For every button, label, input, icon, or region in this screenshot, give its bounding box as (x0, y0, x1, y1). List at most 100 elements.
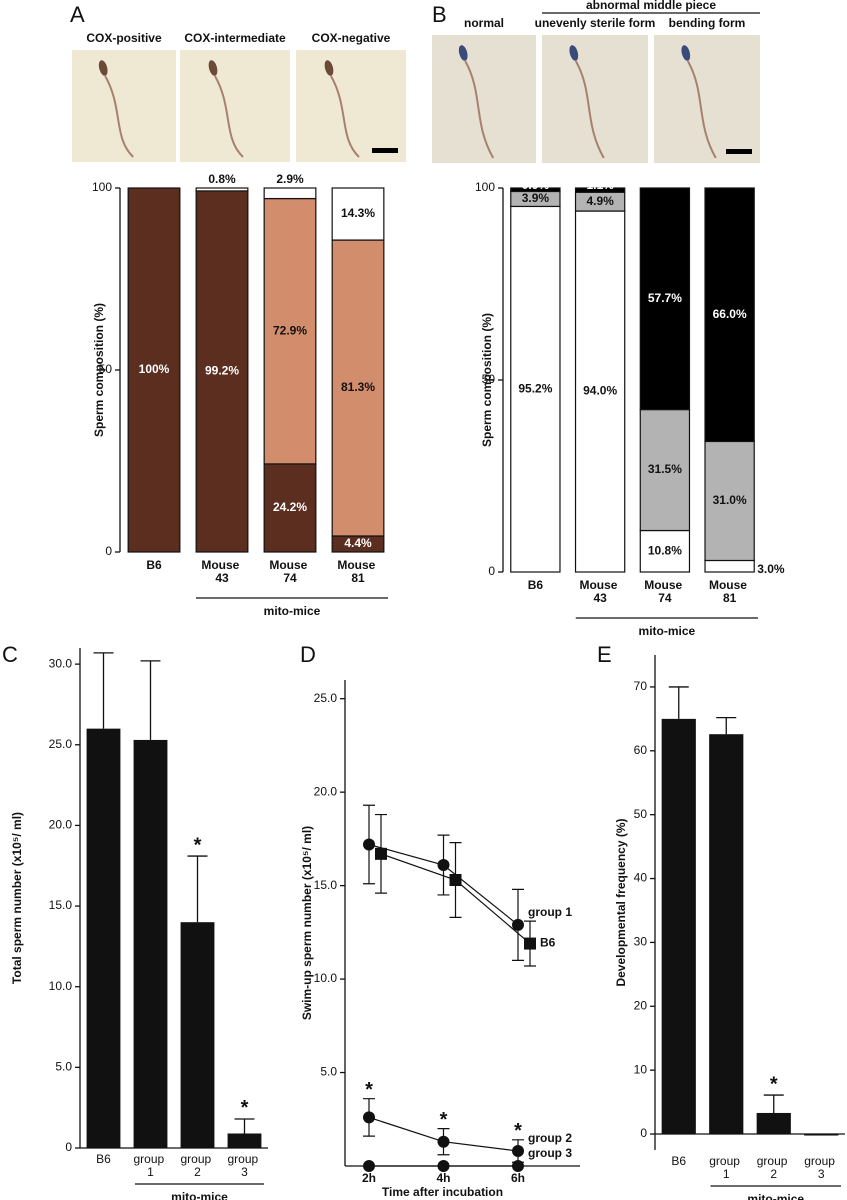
y-tick-label: 0 (640, 1126, 647, 1140)
value-label: 72.9% (273, 323, 307, 337)
y-tick-label: 20.0 (314, 784, 338, 798)
error-bar (234, 1118, 255, 1134)
sperm-tail (330, 75, 360, 158)
value-label: 4.4% (344, 536, 372, 550)
error-bar (716, 716, 737, 735)
bar-segment (195, 187, 249, 192)
y-tick-label: 10.0 (314, 971, 338, 985)
sperm-head (208, 60, 218, 76)
marker (363, 1160, 375, 1172)
y-axis-label: Sperm composition (%) (480, 313, 494, 447)
x-tick-label: group 1 (133, 1152, 167, 1179)
panel-label: D (300, 642, 316, 667)
bar (227, 1133, 262, 1148)
bar (804, 1134, 839, 1136)
x-tick-label: Mouse 43 (201, 558, 242, 585)
x-tick-label: 4h (436, 1171, 450, 1185)
significance-mark: * (770, 1073, 778, 1095)
marker (524, 937, 536, 950)
panel-label: E (597, 642, 612, 667)
x-tick-label: Mouse 74 (644, 578, 685, 605)
value-label: 66.0% (713, 307, 747, 321)
y-tick-label: 5.0 (55, 1060, 72, 1074)
series-label: group 3 (528, 1146, 572, 1160)
bar-segment (704, 187, 755, 443)
bar (709, 734, 744, 1135)
sperm-tail (104, 75, 134, 158)
marker (363, 838, 375, 851)
bar-segment (574, 210, 626, 573)
value-label: 81.3% (341, 380, 375, 394)
image-caption: normal (464, 16, 504, 30)
y-tick-label: 0 (105, 544, 112, 558)
sperm-tail (574, 60, 605, 159)
sperm-head (681, 45, 691, 61)
error-bar (763, 1094, 784, 1113)
significance-mark: * (365, 1079, 373, 1101)
sperm-head (324, 60, 334, 76)
y-tick-label: 10.0 (49, 979, 73, 993)
bar-segment (331, 187, 385, 241)
sperm-head (458, 45, 468, 61)
error-bar (187, 855, 208, 923)
y-tick-label: 20 (634, 998, 648, 1012)
significance-mark: * (194, 834, 202, 856)
value-label: 94.0% (583, 384, 617, 398)
y-tick-label: 25.0 (49, 737, 73, 751)
x-tick-label: Mouse 43 (579, 578, 620, 605)
micrograph (542, 35, 648, 163)
sperm-tail (464, 60, 495, 159)
value-label: 0.8% (208, 172, 236, 186)
bar (756, 1112, 791, 1135)
micrograph (432, 35, 536, 163)
image-caption: unevenly sterile form (535, 16, 656, 30)
y-tick-label: 100 (475, 180, 495, 194)
value-label: 2.9% (276, 172, 304, 186)
y-tick-label: 20.0 (49, 818, 73, 832)
y-axis-label: Swim-up sperm number (x10⁵/ ml) (300, 826, 314, 1020)
error-bar (140, 660, 161, 740)
value-label: 10.8% (648, 543, 682, 557)
sperm-head (98, 60, 108, 76)
y-tick-label: 10 (634, 1062, 648, 1076)
image-caption: bending form (669, 16, 746, 30)
x-tick-label: Mouse 74 (269, 558, 310, 585)
micrograph (296, 50, 406, 162)
x-tick-label: 2h (362, 1171, 376, 1185)
significance-mark: * (514, 1120, 522, 1142)
value-label: 24.2% (273, 500, 307, 514)
significance-mark: * (241, 1097, 249, 1119)
series-label: group 2 (528, 1131, 572, 1145)
group-label: mito-mice (171, 1190, 228, 1200)
value-label: 99.2% (205, 364, 239, 378)
y-tick-label: 15.0 (314, 878, 338, 892)
y-tick-label: 25.0 (314, 691, 338, 705)
bar-segment (263, 187, 317, 200)
y-tick-label: 30 (634, 935, 648, 949)
x-tick-label: group 1 (709, 1154, 743, 1181)
bar-segment (510, 187, 561, 193)
significance-mark: * (440, 1109, 448, 1131)
image-header: abnormal middle piece (586, 0, 716, 12)
y-tick-label: 15.0 (49, 898, 73, 912)
y-tick-label: 50 (99, 362, 113, 376)
sperm-head (569, 45, 579, 61)
value-label: 100% (139, 362, 170, 376)
sperm-tail (686, 60, 717, 159)
x-tick-label: B6 (671, 1154, 686, 1168)
group-label: mito-mice (747, 1192, 804, 1200)
group-label: mito-mice (639, 624, 696, 638)
y-axis-label: Total sperm number (x10⁵/ ml) (10, 812, 24, 984)
bar-segment (127, 187, 181, 553)
value-label: 3.9% (522, 191, 550, 205)
bar-segment (195, 190, 249, 553)
value-label: 31.0% (713, 493, 747, 507)
bar-segment (639, 529, 691, 573)
marker (449, 874, 462, 887)
marker (512, 1145, 524, 1158)
x-tick-label: group 2 (757, 1154, 791, 1181)
y-tick-label: 50 (482, 372, 496, 386)
micrograph (654, 35, 760, 163)
y-tick-label: 50 (634, 807, 648, 821)
